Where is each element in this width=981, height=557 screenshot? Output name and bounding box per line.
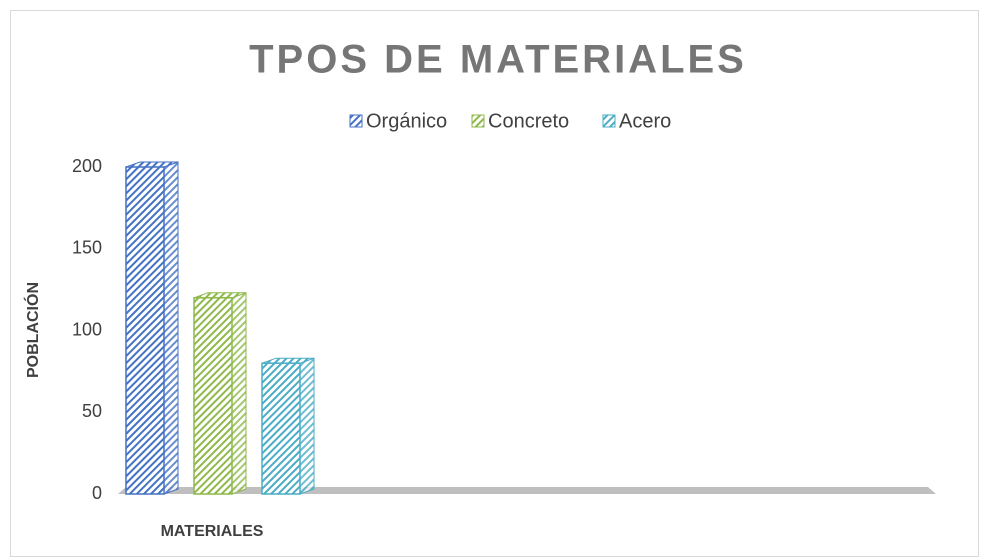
bar-front [193,297,233,495]
legend-label: Concreto [488,110,569,132]
floor [118,487,936,494]
bar-front [261,362,301,495]
y-axis-title: POBLACIÓN [23,282,42,378]
bar [125,161,179,495]
legend-label: Orgánico [366,110,447,132]
bar-front [125,166,165,495]
x-axis-title: MATERIALES [161,523,264,540]
y-tick-label: 0 [92,483,102,503]
y-tick-label: 150 [72,238,102,258]
y-tick-label: 100 [72,319,102,339]
bar-side [231,292,247,495]
y-tick-label: 50 [82,401,102,421]
chart-title: TPOS DE MATERIALES [249,38,747,82]
bar [261,357,315,495]
legend-swatch [602,114,616,128]
bar [193,292,247,495]
bar-side [299,357,315,495]
legend-swatch [471,114,485,128]
y-tick-label: 200 [72,156,102,176]
legend-swatch [349,114,363,128]
bar-side [163,161,179,495]
legend-label: Acero [619,110,671,132]
